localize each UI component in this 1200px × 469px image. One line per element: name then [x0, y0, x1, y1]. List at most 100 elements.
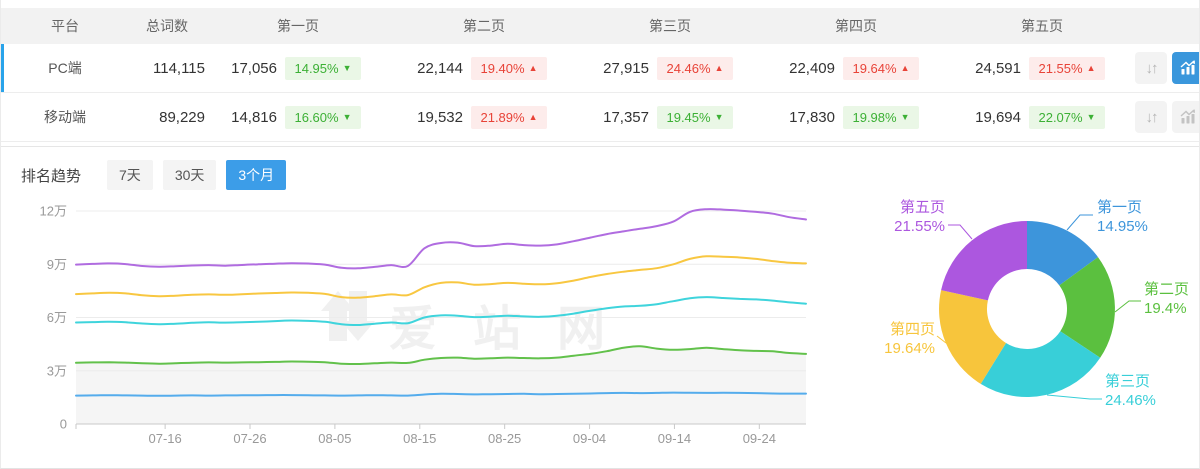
- column-header-page5: 第五页: [1021, 18, 1063, 34]
- page1-count: 14,816: [231, 108, 277, 126]
- x-axis-label: 08-05: [318, 431, 351, 446]
- trend-line-page2: [75, 345, 807, 366]
- tab-7天[interactable]: 7天: [107, 160, 153, 190]
- trend-chart-button[interactable]: [1172, 52, 1199, 84]
- column-header-page4: 第四页: [835, 18, 877, 34]
- x-axis-label: 09-14: [658, 431, 691, 446]
- watermark-text: 爱站网: [389, 303, 642, 356]
- x-axis-label: 09-24: [743, 431, 776, 446]
- donut-slice-page1[interactable]: [1027, 221, 1098, 286]
- donut-label-page2: 第二页 19.4%: [1144, 280, 1189, 318]
- trend-chart-icon: [1180, 109, 1195, 124]
- platform-row-pc[interactable]: PC端 114,115 17,056 14.95% ▼ 22,144 19.40% ▲ 27,9…: [1, 44, 1199, 93]
- donut-label-percent: 21.55%: [894, 218, 945, 235]
- column-header-platform: 平台: [51, 18, 79, 34]
- donut-slice-page4[interactable]: [939, 290, 1006, 384]
- donut-leader-page3: [1046, 394, 1102, 400]
- donut-label-name: 第四页: [889, 321, 935, 338]
- donut-label-page5: 第五页 21.55%: [894, 198, 945, 236]
- donut-slice-page2[interactable]: [1059, 257, 1115, 358]
- donut-label-page4: 第四页 19.64%: [884, 320, 935, 358]
- page2-count: 19,532: [417, 108, 463, 126]
- page4-count: 17,830: [789, 108, 835, 126]
- trend-area-page2: [76, 346, 806, 424]
- row-actions: ↓↑: [1135, 101, 1199, 133]
- donut-label-name: 第三页: [1105, 373, 1151, 390]
- page3-change-badge: 24.46% ▲: [657, 56, 733, 80]
- page4-change-badge: 19.98% ▼: [843, 105, 919, 129]
- page1-count: 17,056: [231, 59, 277, 77]
- x-axis-label: 08-25: [488, 431, 521, 446]
- page3-count: 17,357: [603, 108, 649, 126]
- trend-header: 排名趋势 7天 30天 3个月: [1, 147, 1199, 190]
- donut-label-name: 第五页: [899, 199, 945, 216]
- tab-3个月[interactable]: 3个月: [226, 160, 287, 190]
- column-header-total: 总词数: [146, 18, 188, 34]
- change-percent: 19.40%: [480, 60, 525, 76]
- total-words-value: 114,115: [153, 59, 205, 77]
- page2-cell: 19,532 21.89% ▲: [391, 105, 577, 129]
- trend-line-chart: 0 3万 6万 9万 12万 07-16 07-26 08-05 08-15 08-25 09-04…: [1, 184, 861, 460]
- arrow-up-icon: ▲: [528, 62, 538, 73]
- table-body: PC端 114,115 17,056 14.95% ▼ 22,144 19.40% ▲ 27,9…: [1, 44, 1199, 142]
- donut-label-percent: 19.4%: [1144, 300, 1187, 317]
- page5-cell: 24,591 21.55% ▲: [949, 56, 1135, 80]
- column-header-page1: 第一页: [277, 18, 319, 34]
- donut-label-percent: 14.95%: [1097, 218, 1148, 235]
- change-percent: 16.60%: [294, 109, 339, 125]
- change-percent: 19.98%: [852, 109, 897, 125]
- page1-change-badge: 16.60% ▼: [285, 105, 361, 129]
- tab-30天[interactable]: 30天: [162, 160, 217, 190]
- keyword-table: 平台 总词数 第一页 第二页 第三页 第四页 第五页 PC端 114,115 17,056 14.…: [1, 8, 1199, 142]
- sort-updown-icon: ↓↑: [1145, 59, 1159, 77]
- page3-cell: 27,915 24.46% ▲: [577, 56, 763, 80]
- sort-button[interactable]: ↓↑: [1135, 52, 1167, 84]
- page1-change-badge: 14.95% ▼: [285, 56, 361, 80]
- row-actions: ↓↑: [1135, 52, 1199, 84]
- trend-section-title: 排名趋势: [21, 167, 82, 185]
- y-axis-label: 0: [60, 417, 67, 432]
- column-header-page3: 第三页: [649, 18, 691, 34]
- page5-cell: 19,694 22.07% ▼: [949, 105, 1135, 129]
- donut-slice-page3[interactable]: [980, 331, 1101, 398]
- page5-change-badge: 21.55% ▲: [1029, 56, 1105, 80]
- page3-change-badge: 19.45% ▼: [657, 105, 733, 129]
- y-axis-label: 3万: [47, 363, 67, 378]
- x-axis-label: 07-16: [149, 431, 182, 446]
- page2-count: 22,144: [417, 59, 463, 77]
- page4-change-badge: 19.64% ▲: [843, 56, 919, 80]
- watermark: 爱站网: [319, 287, 641, 359]
- donut-label-name: 第二页: [1144, 281, 1190, 298]
- x-axis-label: 08-15: [403, 431, 436, 446]
- column-header-page2: 第二页: [463, 18, 505, 34]
- donut-leader-page4: [936, 335, 947, 344]
- page4-count: 22,409: [789, 59, 835, 77]
- rank-trend-section: 排名趋势 7天 30天 3个月 爱站网 0 3万 6万 9万 12万 07-16 07-26 08…: [1, 146, 1199, 468]
- platform-label: 移动端: [44, 109, 86, 125]
- y-axis-label: 9万: [47, 257, 67, 272]
- arrow-down-icon: ▼: [900, 111, 910, 122]
- sort-button[interactable]: ↓↑: [1135, 101, 1167, 133]
- trend-chart-button[interactable]: [1172, 101, 1199, 133]
- page1-cell: 14,816 16.60% ▼: [205, 105, 391, 129]
- y-axis-label: 12万: [40, 204, 67, 219]
- donut-label-percent: 24.46%: [1105, 392, 1156, 409]
- donut-leader-page2: [1114, 300, 1141, 313]
- trend-line-page4: [75, 255, 807, 299]
- donut-label-page1: 第一页 14.95%: [1097, 198, 1148, 236]
- arrow-down-icon: ▼: [342, 111, 352, 122]
- arrow-down-icon: ▼: [342, 62, 352, 73]
- donut-label-name: 第一页: [1097, 199, 1143, 216]
- trend-tabs: 7天 30天 3个月: [107, 160, 287, 190]
- donut-svg: [936, 214, 1141, 400]
- platform-row-mobile[interactable]: 移动端 89,229 14,816 16.60% ▼ 19,532 21.89% ▲ 17,35…: [1, 93, 1199, 142]
- trend-line-page3: [75, 296, 807, 326]
- change-percent: 21.89%: [480, 109, 525, 125]
- change-percent: 22.07%: [1038, 109, 1083, 125]
- donut-slice-page5[interactable]: [941, 221, 1027, 301]
- donut-leader-page1: [1066, 214, 1093, 231]
- page2-change-badge: 21.89% ▲: [471, 105, 547, 129]
- trend-line-page5: [75, 208, 807, 270]
- trend-chart-icon: [1180, 60, 1195, 75]
